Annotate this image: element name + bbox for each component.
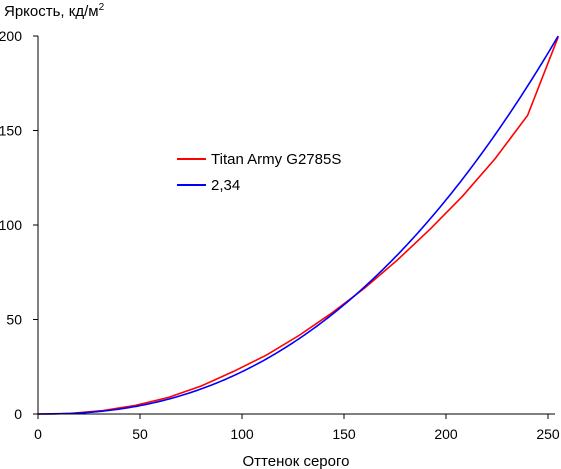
y-axis-title-superscript: 2: [99, 2, 105, 13]
x-tick-label: 50: [132, 426, 148, 442]
x-tick-label: 150: [332, 426, 356, 442]
y-axis-ticks: 0 50 100 150 200: [0, 28, 38, 422]
x-tick-label: 100: [230, 426, 254, 442]
legend-label-1: Titan Army G2785S: [211, 151, 341, 168]
series-line-1: [37, 36, 559, 415]
x-axis-title: Оттенок серого: [243, 453, 350, 469]
x-tick-label: 200: [434, 426, 458, 442]
y-axis-title: Яркость, кд/м2: [4, 2, 105, 20]
y-axis-title-text: Яркость, кд/м: [4, 3, 99, 20]
plot-lines: [37, 35, 559, 415]
legend: Titan Army G2785S 2,34: [177, 151, 341, 194]
y-tick-label: 100: [0, 217, 22, 233]
y-tick-label: 200: [0, 28, 22, 44]
y-tick-label: 0: [14, 406, 22, 422]
x-tick-label: 250: [536, 426, 560, 442]
legend-label-2: 2,34: [211, 177, 240, 194]
series-line-2: [38, 35, 559, 415]
x-axis-ticks: 0 50 100 150 200 250: [34, 414, 560, 442]
y-tick-label: 150: [0, 123, 22, 139]
y-tick-label: 50: [6, 312, 22, 328]
x-tick-label: 0: [34, 426, 42, 442]
